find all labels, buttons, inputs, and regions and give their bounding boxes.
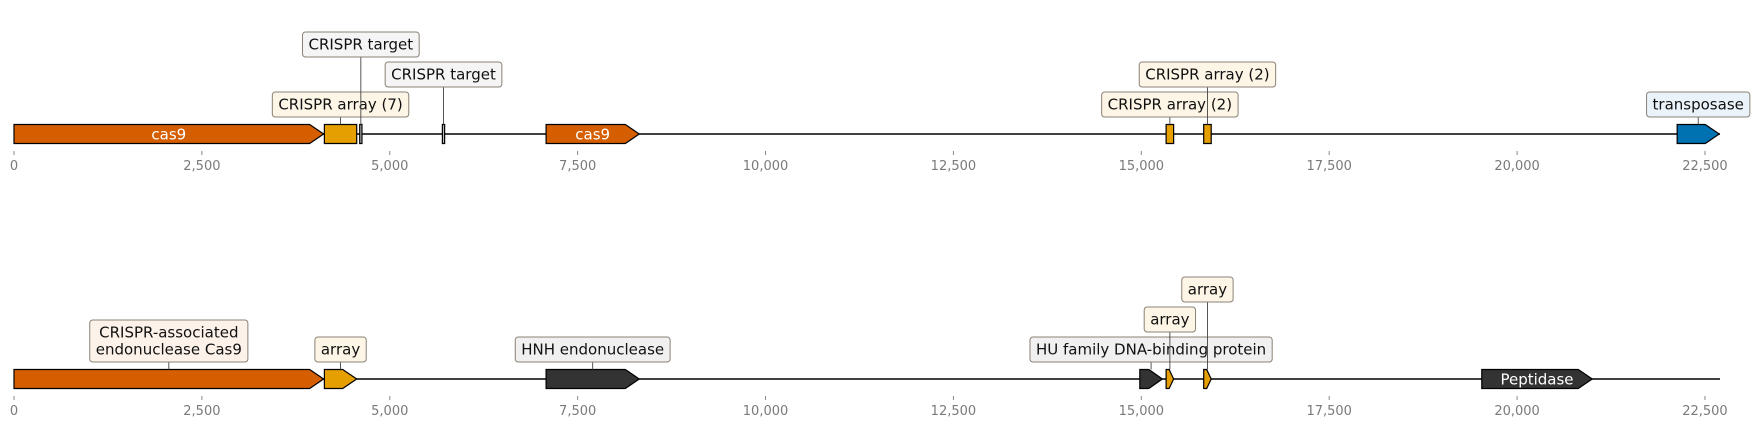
axis-tick-label: 2,500	[183, 159, 220, 174]
feature-array-2[interactable]	[1165, 368, 1175, 390]
feature-label-cas9-b: cas9	[575, 126, 610, 144]
feature-cas9-b[interactable]	[545, 123, 641, 145]
feature-crispr-array-2a[interactable]	[1165, 123, 1175, 145]
feature-label-box	[1181, 276, 1234, 303]
feature-label-box	[384, 61, 503, 88]
track-top: 0 2,500 5,000 7,500 10,000 12,500 15,000 17,500…	[10, 31, 1751, 174]
feature-label-box	[1101, 91, 1239, 118]
feature-label-crispr-array-2b: CRISPR array (2)	[1145, 66, 1269, 84]
feature-array-3[interactable]	[1203, 368, 1212, 390]
feature-transposase[interactable]	[1676, 123, 1721, 145]
axis-tick-label: 7,500	[559, 159, 596, 174]
feature-peptidase[interactable]	[1481, 368, 1594, 390]
axis-tick-label: 5,000	[371, 404, 408, 419]
feature-label-peptidase: Peptidase	[1500, 371, 1573, 389]
feature-label-box	[314, 336, 367, 363]
feature-array-1[interactable]	[323, 368, 358, 390]
feature-crispr-target-1[interactable]	[359, 123, 363, 145]
feature-label-crispr-array-2a: CRISPR array (2)	[1108, 96, 1232, 114]
feature-crispr-array-7[interactable]	[323, 123, 358, 145]
axis-tick-label: 12,500	[931, 159, 977, 174]
axis-tick-label: 15,000	[1119, 159, 1165, 174]
feature-label-array-3: array	[1188, 281, 1227, 299]
feature-label-box	[1646, 91, 1751, 118]
feature-label-array-2: array	[1150, 311, 1189, 329]
axis-tick-label: 12,500	[931, 404, 977, 419]
feature-label-array-1: array	[321, 341, 360, 359]
feature-label-box	[271, 91, 410, 118]
axis-tick-label: 20,000	[1494, 159, 1540, 174]
feature-crispr-target-2[interactable]	[441, 123, 446, 145]
axis-tick-label: 5,000	[371, 159, 408, 174]
axis-tick-label: 7,500	[559, 404, 596, 419]
axis-tick-label: 2,500	[183, 404, 220, 419]
feature-label-transposase: transposase	[1653, 96, 1744, 114]
feature-hnh[interactable]	[545, 368, 641, 390]
feature-label-cas9-endo: CRISPR-associated endonuclease Cas9	[96, 324, 242, 359]
feature-label-box	[1029, 336, 1273, 363]
axis-tick-label: 17,500	[1306, 404, 1352, 419]
feature-label-crispr-target-2: CRISPR target	[391, 66, 496, 84]
feature-label-box	[514, 336, 671, 363]
feature-label-box	[1143, 306, 1197, 333]
track-bottom: 0 2,500 5,000 7,500 10,000 12,500 15,000 17,500…	[10, 276, 1728, 419]
axis-tick-label: 22,500	[1682, 159, 1728, 174]
feature-label-crispr-array-7: CRISPR array (7)	[278, 96, 402, 114]
feature-crispr-array-2b[interactable]	[1203, 123, 1212, 145]
feature-label-box	[301, 31, 420, 58]
axis-tick-label: 20,000	[1494, 404, 1540, 419]
axis-tick-label: 10,000	[743, 159, 789, 174]
feature-hu-family[interactable]	[1139, 368, 1164, 390]
axis-tick-label: 22,500	[1682, 404, 1728, 419]
feature-label-box	[1138, 61, 1277, 88]
feature-label-crispr-target-1: CRISPR target	[308, 36, 413, 54]
feature-label-box	[89, 319, 249, 363]
axis-tick-label: 0	[10, 404, 18, 419]
feature-label-hnh: HNH endonuclease	[521, 341, 664, 359]
feature-label-hu-family: HU family DNA-binding protein	[1036, 341, 1266, 359]
feature-label-cas9-a: cas9	[151, 126, 186, 144]
axis-tick-label: 10,000	[743, 404, 789, 419]
axis-tick-label: 15,000	[1119, 404, 1165, 419]
feature-cas9-endo[interactable]	[13, 368, 325, 390]
axis-tick-label: 17,500	[1306, 159, 1352, 174]
feature-cas9-a[interactable]	[13, 123, 325, 145]
axis-tick-label: 0	[10, 159, 18, 174]
